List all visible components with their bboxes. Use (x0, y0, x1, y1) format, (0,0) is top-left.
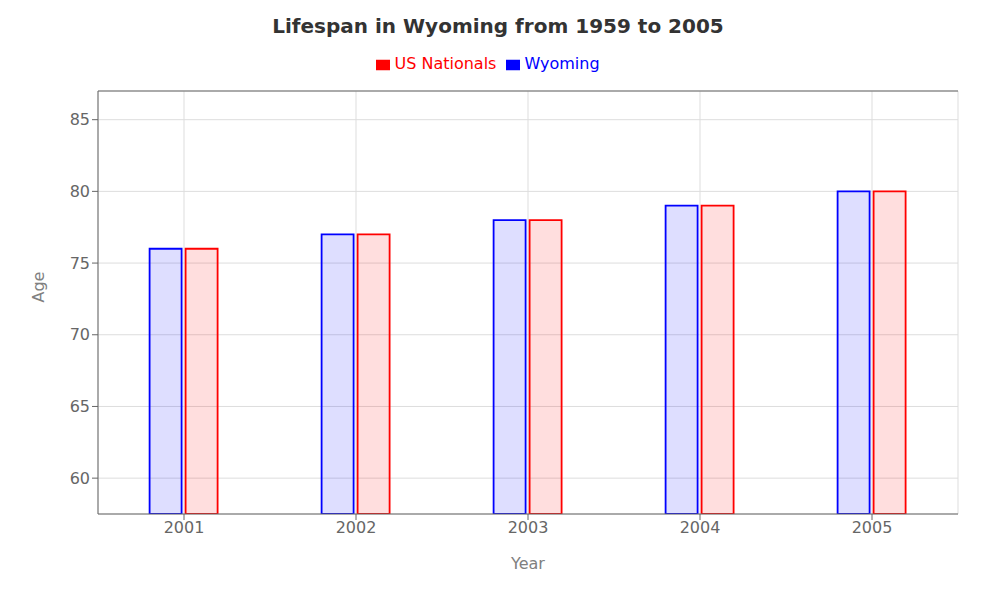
html-text:US Nationals: US Nationals (394, 54, 497, 73)
html-text:Wyoming: Wyoming (524, 54, 600, 73)
svg-text:2005: 2005 (852, 518, 893, 537)
svg-text:70: 70 (70, 325, 90, 344)
svg-text:75: 75 (70, 254, 90, 273)
html-text:Lifespan in Wyoming from 1959: Lifespan in Wyoming from 1959 to 2005 (272, 14, 724, 38)
svg-text:2003: 2003 (508, 518, 549, 537)
svg-text:Year: Year (510, 554, 545, 573)
svg-text:2004: 2004 (680, 518, 721, 537)
svg-text:2002: 2002 (336, 518, 377, 537)
svg-text:60: 60 (70, 469, 90, 488)
svg-text:80: 80 (70, 182, 90, 201)
svg-text:2001: 2001 (164, 518, 205, 537)
svg-text:Age: Age (29, 272, 48, 303)
svg-text:85: 85 (70, 110, 90, 129)
svg-text:65: 65 (70, 397, 90, 416)
